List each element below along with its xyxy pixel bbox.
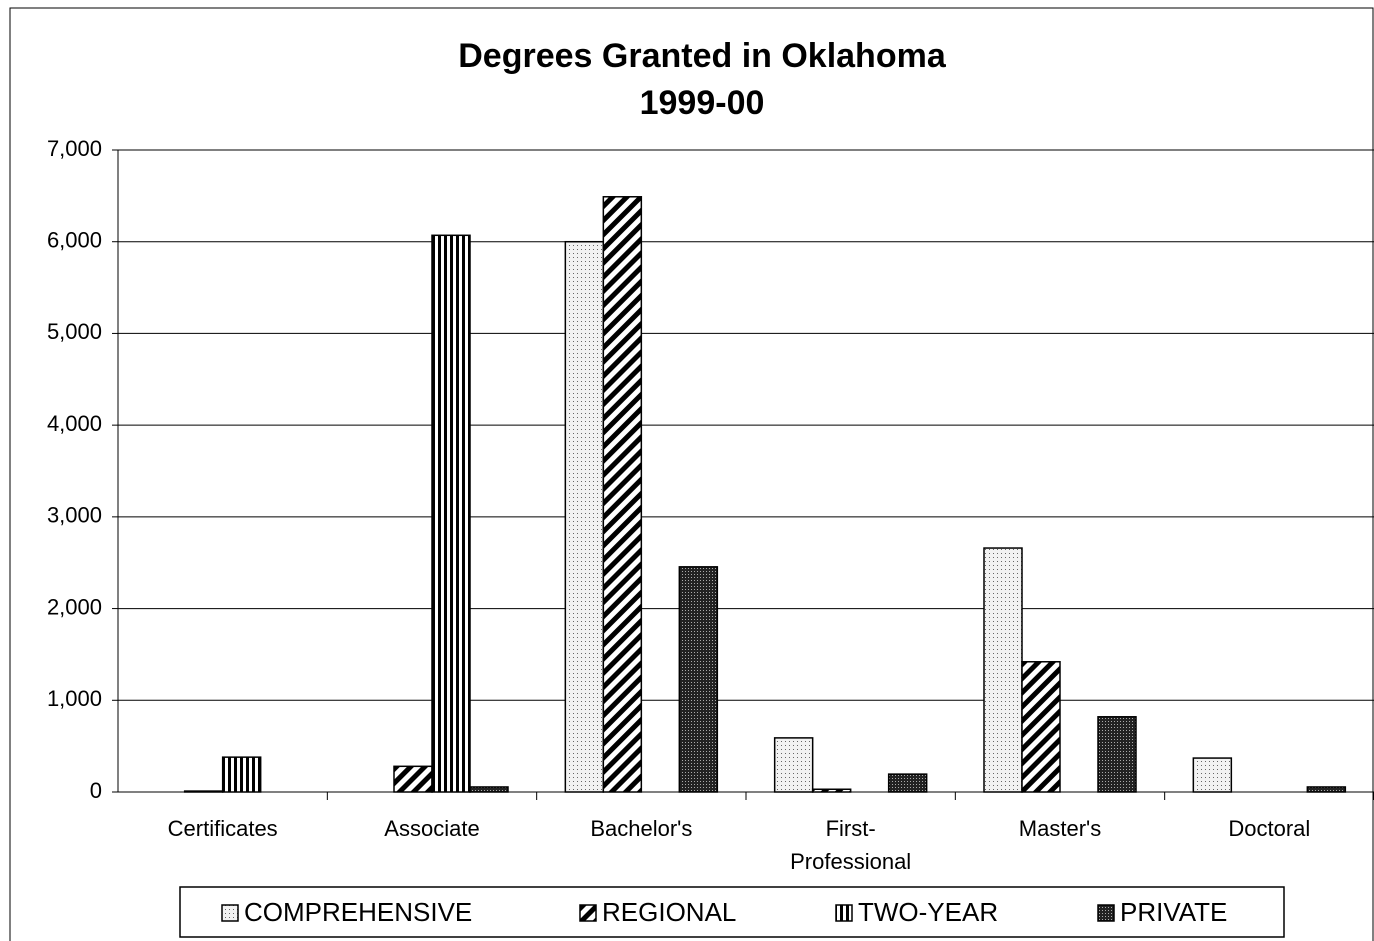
- x-tick-label: First-Professional: [790, 816, 911, 874]
- chart-border: [9, 7, 1374, 941]
- y-tick-label: 7,000: [47, 136, 102, 161]
- legend-swatch: [835, 904, 853, 922]
- y-tick-label: 5,000: [47, 319, 102, 344]
- legend-label: PRIVATE: [1120, 897, 1227, 927]
- bar: [469, 786, 509, 793]
- bar: [1306, 786, 1347, 793]
- bar: [183, 790, 224, 793]
- bar: [1192, 757, 1233, 793]
- bar: [602, 196, 643, 793]
- bar: [1021, 661, 1061, 793]
- bar: [887, 773, 928, 793]
- legend-swatch: [221, 904, 239, 922]
- y-tick-label: 4,000: [47, 411, 102, 436]
- bar: [983, 547, 1023, 793]
- x-tick-label: Master's: [1019, 816, 1101, 841]
- chart-subtitle: 1999-00: [640, 84, 765, 122]
- legend-label: REGIONAL: [602, 897, 736, 927]
- y-tick-label: 2,000: [47, 594, 102, 619]
- bar: [811, 788, 852, 793]
- bar: [1097, 716, 1137, 793]
- y-tick-label: 6,000: [47, 228, 102, 253]
- bar: [678, 566, 719, 793]
- chart-title: Degrees Granted in Oklahoma: [458, 37, 947, 75]
- bar: [431, 234, 471, 793]
- y-tick-label: 0: [90, 778, 102, 803]
- x-tick-label: Doctoral: [1228, 816, 1310, 841]
- bar: [773, 737, 814, 793]
- x-tick-label: Bachelor's: [590, 816, 692, 841]
- legend-swatch: [1097, 904, 1115, 922]
- legend-label: COMPREHENSIVE: [244, 897, 472, 927]
- x-tick-label: Associate: [384, 816, 479, 841]
- y-tick-label: 1,000: [47, 686, 102, 711]
- legend-swatch: [579, 904, 597, 922]
- x-tick-label: Certificates: [168, 816, 278, 841]
- y-tick-label: 3,000: [47, 503, 102, 528]
- bar: [564, 240, 605, 793]
- bar: [393, 765, 433, 793]
- bar: [221, 756, 262, 793]
- legend-label: TWO-YEAR: [858, 897, 998, 927]
